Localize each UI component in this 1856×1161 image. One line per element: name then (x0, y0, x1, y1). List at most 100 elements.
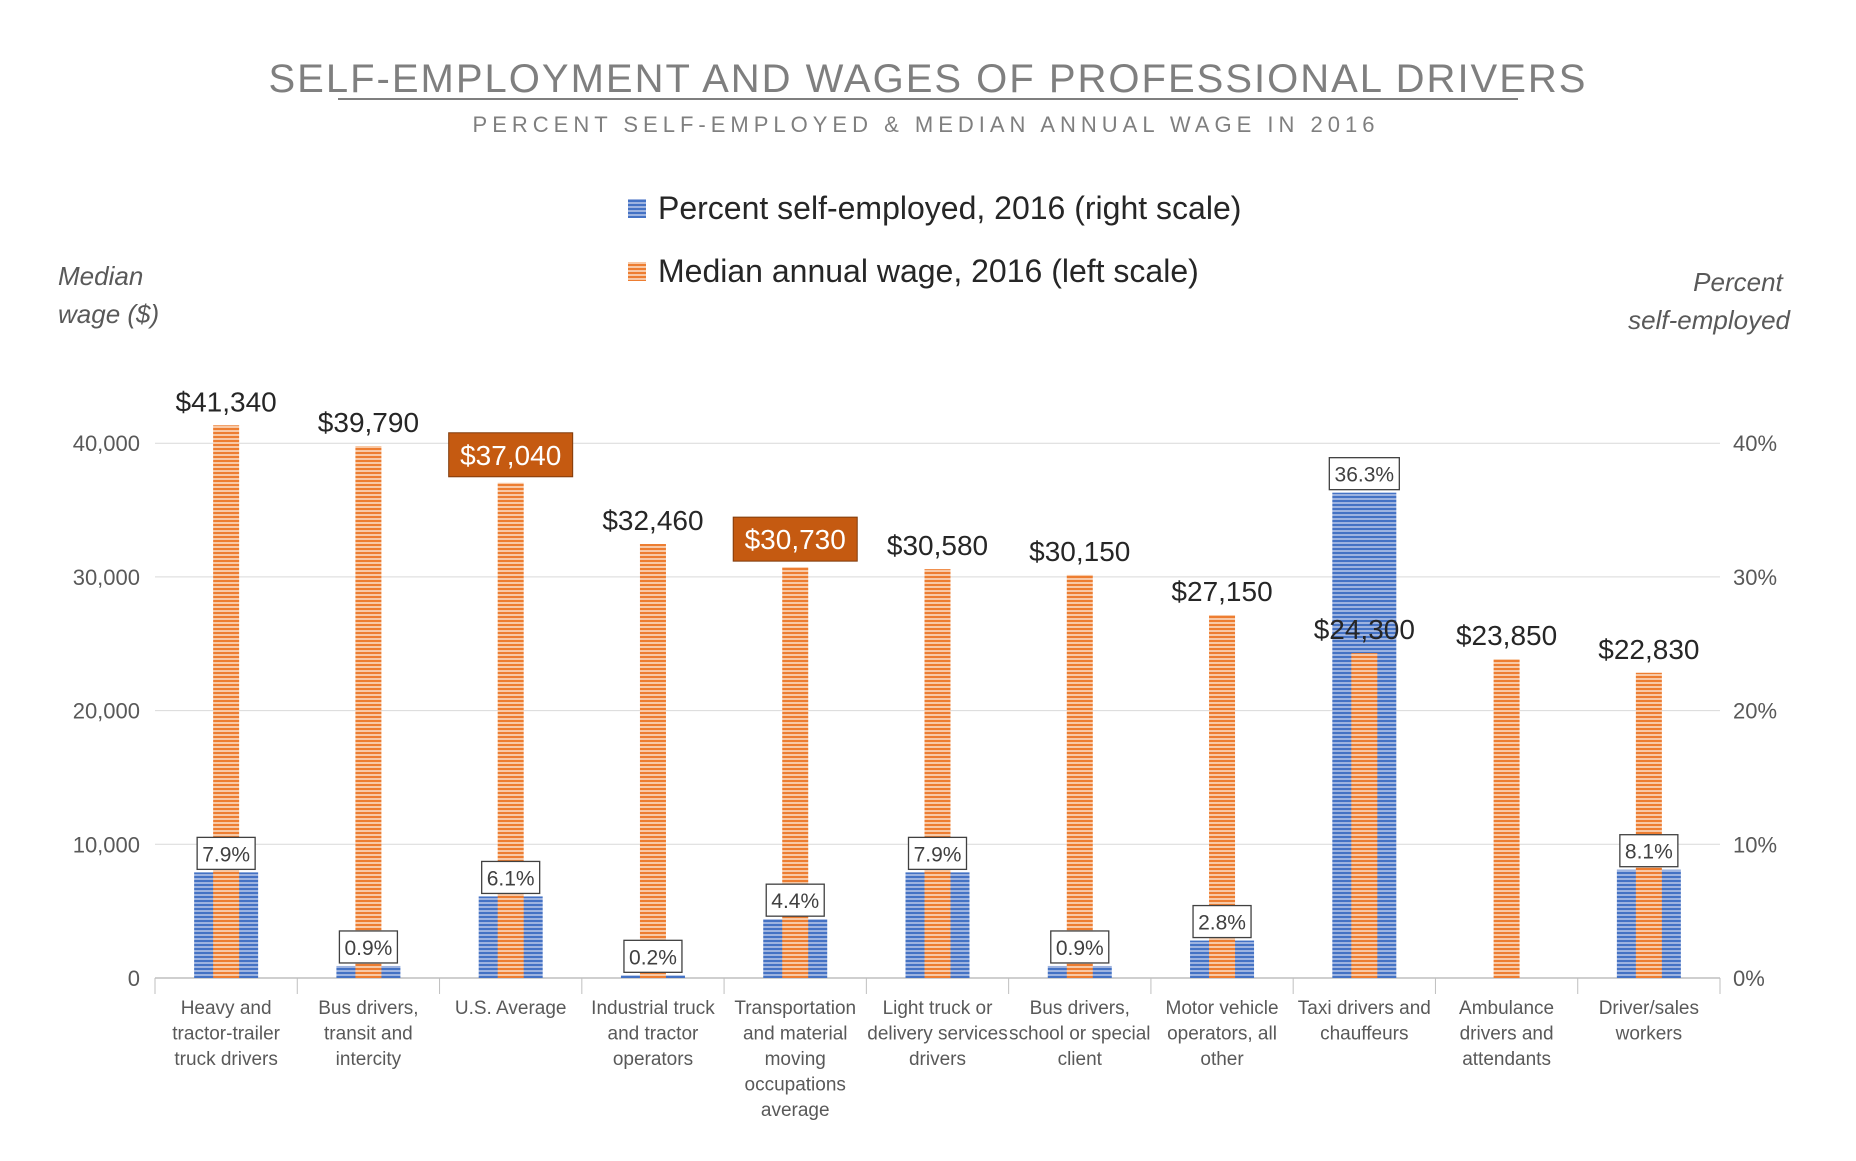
legend-label-self-employed: Percent self-employed, 2016 (right scale… (658, 190, 1241, 226)
right-tick-label: 20% (1733, 699, 1777, 724)
category-label-line: tractor-trailer (172, 1024, 280, 1045)
self-employed-label: 7.9% (202, 843, 250, 866)
self-employed-label-box (338, 930, 399, 964)
left-tick-label: 40,000 (73, 431, 140, 456)
self-employed-label-box (623, 939, 683, 973)
wage-bar (1635, 672, 1662, 978)
left-tick-label: 30,000 (73, 565, 140, 590)
category-label-line: Bus drivers, (1030, 998, 1130, 1019)
self-employed-label: 0.9% (1056, 937, 1104, 960)
left-tick-label: 20,000 (73, 699, 140, 724)
category-label: Bus drivers, transit and intercity (318, 998, 418, 1070)
category-label-line: other (1200, 1049, 1244, 1070)
left-axis-ticks: 0 10,000 20,000 30,000 40,000 (73, 431, 140, 991)
self-employed-label: 0.9% (344, 937, 392, 960)
wage-label: $39,790 (318, 407, 419, 438)
category-label: Heavy and tractor-trailer truck drivers (172, 998, 280, 1070)
left-tick-label: 10,000 (73, 832, 140, 857)
wage-label: $30,150 (1029, 536, 1130, 567)
right-tick-label: 0% (1733, 966, 1765, 991)
self-employed-label-box (1328, 457, 1400, 491)
legend-label-wage: Median annual wage, 2016 (left scale) (658, 253, 1199, 289)
wage-label: $23,850 (1456, 620, 1557, 651)
category-label-line: Heavy and (181, 998, 272, 1019)
category-label: Taxi drivers and chauffeurs (1298, 998, 1431, 1045)
category-label-line: and material (743, 1024, 848, 1045)
category-label-line: average (761, 1100, 830, 1121)
category-label-line: school or special (1009, 1024, 1151, 1045)
category-labels: Heavy and tractor-trailer truck drivers Bus… (172, 998, 1699, 1121)
right-tick-label: 10% (1733, 832, 1777, 857)
wage-bar (355, 446, 382, 978)
chart-subtitle: PERCENT SELF-EMPLOYED & MEDIAN ANNUAL WA… (473, 112, 1380, 137)
wage-label: $22,830 (1598, 634, 1699, 665)
self-employed-label-box (1619, 834, 1679, 868)
wage-bar (924, 569, 951, 978)
category-label-line: Motor vehicle (1166, 998, 1279, 1019)
chart-title: SELF-EMPLOYMENT AND WAGES OF PROFESSIONA… (269, 57, 1588, 101)
category-label-line: truck drivers (174, 1049, 277, 1070)
wage-label: $30,580 (887, 530, 988, 561)
category-label: Bus drivers, school or special client (1009, 998, 1151, 1070)
category-label: Motor vehicle operators, all other (1166, 998, 1279, 1070)
category-label-line: and tractor (608, 1024, 699, 1045)
category-label-line: occupations (745, 1075, 846, 1096)
category-label-line: chauffeurs (1320, 1024, 1408, 1045)
category-label-line: Driver/sales (1599, 998, 1699, 1019)
self-employed-label-box (765, 883, 825, 917)
category-label-line: transit and (324, 1024, 413, 1045)
self-employed-label-box (481, 860, 541, 895)
category-label: Light truck or delivery services drivers (867, 998, 1007, 1070)
wage-label-highlight (732, 516, 858, 562)
self-employed-label: 4.4% (771, 890, 819, 913)
category-label-line: drivers and (1460, 1024, 1554, 1045)
self-employed-label-box (1192, 904, 1252, 939)
self-employed-label: 36.3% (1335, 464, 1395, 487)
right-axis-ticks: 0% 10% 20% 30% 40% (1733, 431, 1777, 991)
category-label-line: attendants (1462, 1049, 1551, 1070)
self-employed-label: 8.1% (1625, 841, 1673, 864)
right-axis-title: Percent self-employed (1628, 267, 1791, 335)
category-label: Ambulance drivers and attendants (1459, 998, 1554, 1070)
wage-label-highlight (448, 432, 574, 478)
wage-label: $30,730 (745, 524, 846, 555)
wage-bar (639, 544, 666, 978)
bars (194, 425, 1681, 979)
category-label-line: Bus drivers, (318, 998, 418, 1019)
category-label-line: workers (1615, 1024, 1683, 1045)
wage-label: $27,150 (1171, 576, 1272, 607)
category-label-line: Taxi drivers and (1298, 998, 1431, 1019)
wage-label: $41,340 (176, 386, 277, 417)
legend-swatch-wage (628, 262, 646, 281)
category-label: Driver/sales workers (1599, 998, 1699, 1045)
category-label-line: moving (765, 1049, 826, 1070)
self-employed-label: 2.8% (1198, 912, 1246, 935)
left-tick-label: 0 (128, 966, 140, 991)
self-employed-label-box (907, 836, 968, 871)
wage-label: $24,300 (1314, 614, 1415, 645)
self-employed-label: 7.9% (914, 843, 962, 866)
category-label-line: Industrial truck (591, 998, 715, 1019)
wage-label: $32,460 (602, 505, 703, 536)
category-label-line: U.S. Average (455, 998, 567, 1019)
legend: Percent self-employed, 2016 (right scale… (628, 190, 1241, 289)
category-label: Industrial truck and tractor operators (591, 998, 715, 1070)
category-label: Transportation and material moving occupati… (734, 998, 856, 1121)
self-employed-label-box (196, 836, 256, 871)
wage-label: $37,040 (460, 440, 561, 471)
category-label-line: drivers (909, 1049, 966, 1070)
wage-bar (213, 425, 240, 979)
wage-bar (497, 482, 524, 978)
right-tick-label: 30% (1733, 565, 1777, 590)
category-label: U.S. Average (455, 998, 567, 1019)
category-label-line: Transportation (734, 998, 856, 1019)
category-label-line: delivery services (867, 1024, 1007, 1045)
category-label-line: operators (613, 1049, 693, 1070)
wage-bar (1351, 653, 1378, 978)
category-label-line: Light truck or (883, 998, 993, 1019)
right-tick-label: 40% (1733, 431, 1777, 456)
category-label-line: operators, all (1167, 1024, 1277, 1045)
wage-bar (1066, 574, 1093, 978)
data-labels: 7.9% 0.9% 6.1% 0.2% 4.4% 7.9% 0.9% 2.8% 36.3% 8.1… (176, 386, 1699, 973)
